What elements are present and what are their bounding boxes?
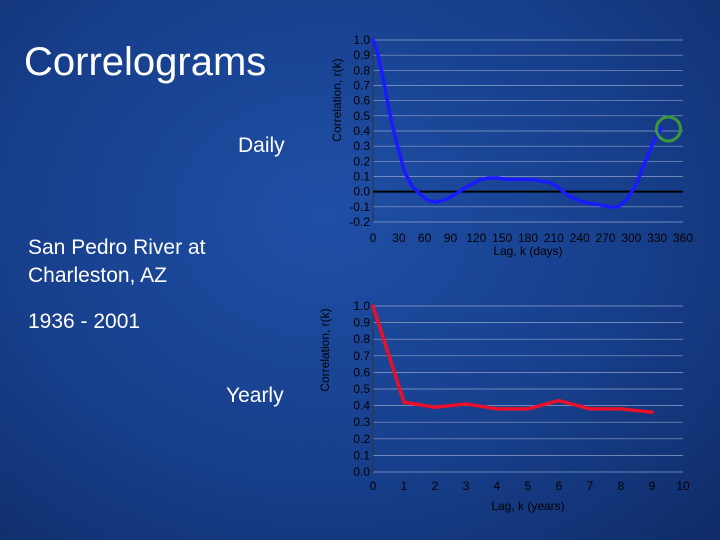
slide-title: Correlograms [24,40,267,84]
daily-y-tick-label: -0.1 [349,200,370,214]
yearly-x-axis-label: Lag, k (years) [491,499,564,513]
yearly-x-tick-label: 3 [463,479,470,493]
yearly-label: Yearly [226,384,284,407]
yearly-y-tick-label: 0.6 [353,365,370,379]
yearly-y-tick-label: 0.1 [353,448,370,462]
river-name-line1: San Pedro River at [28,236,206,259]
daily-x-tick-label: 30 [392,231,406,245]
daily-y-tick-label: -0.2 [349,215,370,229]
daily-y-tick-label: 0.3 [353,139,370,153]
daily-x-tick-label: 60 [418,231,432,245]
daily-y-tick-label: 0.2 [353,154,370,168]
daily-x-tick-label: 300 [621,231,641,245]
daily-y-tick-label: 0.6 [353,94,370,108]
daily-y-tick-label: 0.5 [353,109,370,123]
yearly-y-tick-label: 0.2 [353,432,370,446]
yearly-x-tick-label: 1 [401,479,408,493]
yearly-y-tick-label: 0.4 [353,399,370,413]
yearly-x-tick-label: 8 [618,479,625,493]
daily-x-tick-label: 120 [466,231,486,245]
yearly-x-tick-label: 0 [370,479,377,493]
daily-y-tick-label: 0.9 [353,48,370,62]
yearly-x-tick-label: 5 [525,479,532,493]
daily-y-tick-label: 0.8 [353,63,370,77]
daily-y-tick-label: 0.1 [353,170,370,184]
year-range: 1936 - 2001 [28,310,141,333]
yearly-x-tick-label: 7 [587,479,594,493]
daily-x-tick-label: 360 [673,231,693,245]
yearly-y-tick-label: 0.0 [353,465,370,479]
daily-y-axis-label: Correlation, r(k) [330,58,344,141]
river-name-line2: Charleston, AZ [28,264,167,287]
daily-y-tick-label: 0.7 [353,79,370,93]
daily-x-tick-label: 330 [647,231,667,245]
daily-x-tick-label: 0 [370,231,377,245]
daily-series-line [371,38,664,209]
daily-x-tick-label: 150 [492,231,512,245]
yearly-x-tick-label: 4 [494,479,501,493]
yearly-series-line [371,304,654,414]
yearly-y-tick-label: 0.3 [353,415,370,429]
yearly-y-axis-label: Correlation, r(k) [318,308,332,391]
yearly-x-tick-label: 9 [649,479,656,493]
daily-x-tick-label: 90 [444,231,458,245]
daily-x-tick-label: 210 [544,231,564,245]
yearly-x-tick-label: 10 [676,479,690,493]
daily-y-tick-label: 1.0 [353,33,370,47]
daily-x-axis-label: Lag, k (days) [493,244,562,258]
yearly-y-tick-label: 1.0 [353,299,370,313]
daily-y-tick-label: 0.0 [353,185,370,199]
yearly-y-tick-label: 0.8 [353,332,370,346]
daily-x-tick-label: 240 [570,231,590,245]
daily-x-tick-label: 180 [518,231,538,245]
yearly-x-tick-label: 6 [556,479,563,493]
yearly-y-tick-label: 0.5 [353,382,370,396]
highlight-circle [654,115,682,143]
yearly-y-tick-label: 0.7 [353,349,370,363]
yearly-y-tick-label: 0.9 [353,316,370,330]
daily-x-tick-label: 270 [595,231,615,245]
yearly-x-tick-label: 2 [432,479,439,493]
daily-label: Daily [238,134,285,157]
daily-y-tick-label: 0.4 [353,124,370,138]
